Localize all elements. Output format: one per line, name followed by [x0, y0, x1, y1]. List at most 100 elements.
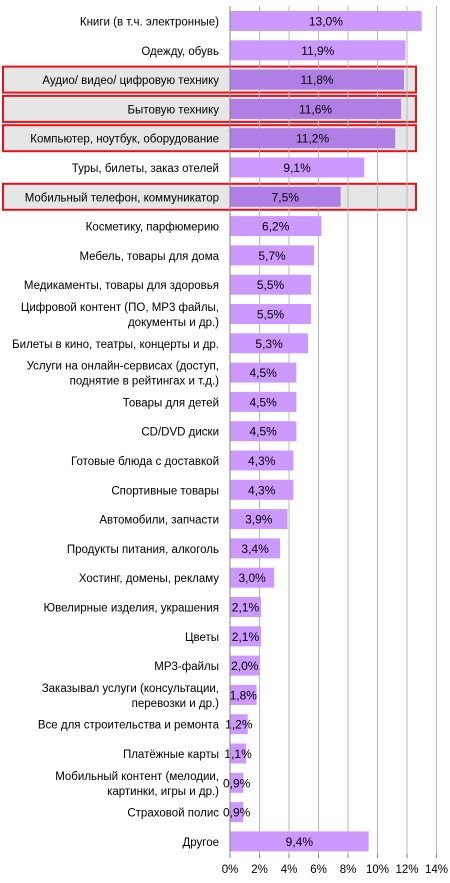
data-label: 13,0%	[309, 15, 343, 29]
category-label: Другое	[182, 837, 219, 849]
category-labels: Книги (в т.ч. электронные) Одежду, обувь А…	[12, 17, 219, 849]
bar	[230, 157, 365, 178]
data-label: 1,8%	[230, 688, 258, 702]
data-label: 11,8%	[300, 73, 333, 87]
data-label: 2,1%	[232, 601, 260, 615]
category-label: Медикаменты, товары для здоровья	[24, 280, 219, 292]
bar	[230, 391, 297, 412]
data-label: 1,2%	[225, 718, 253, 732]
data-label: 5,5%	[257, 278, 285, 292]
data-label: 3,0%	[238, 571, 266, 585]
category-label: Косметику, парфюмерию	[86, 222, 220, 234]
bar	[230, 333, 309, 354]
bar	[230, 98, 402, 119]
x-tick-label: 8%	[340, 864, 357, 876]
bar	[230, 274, 312, 295]
data-label: 5,3%	[255, 337, 283, 351]
category-label: Спортивные товары	[111, 485, 219, 497]
x-tick-label: 10%	[366, 864, 389, 876]
category-label: CD/DVD диски	[141, 427, 219, 439]
bar	[230, 40, 406, 61]
bar	[230, 626, 261, 647]
category-label: Товары для детей	[123, 397, 219, 409]
category-label: Туры, билеты, заказ отелей	[72, 163, 219, 175]
data-label: 7,5%	[272, 190, 300, 204]
data-label: 11,2%	[296, 132, 329, 146]
bar	[230, 69, 405, 90]
data-label: 3,4%	[241, 542, 269, 556]
bar	[230, 509, 288, 530]
bar	[230, 11, 422, 31]
category-label: Бытовую технику	[128, 104, 220, 116]
bar	[230, 421, 297, 442]
category-label: Страховой полис	[127, 808, 219, 820]
category-label: Мебель, товары для дома	[79, 251, 219, 263]
data-label: 5,5%	[257, 308, 285, 322]
category-label: MP3-файлы	[154, 661, 219, 673]
bar	[230, 245, 315, 266]
bar	[230, 714, 248, 735]
category-label: Цифровой контент (ПО, MP3 файлы, документ…	[21, 302, 219, 329]
data-label: 4,5%	[250, 366, 278, 380]
category-label: Мобильный контент (мелодии, картинки, игр…	[55, 771, 219, 798]
bar	[230, 479, 294, 500]
data-label: 4,5%	[250, 395, 278, 409]
data-label: 3,9%	[245, 513, 273, 527]
data-label: 4,3%	[248, 454, 276, 468]
x-tick-label: 14%	[425, 864, 448, 876]
category-label: Билеты в кино, театры, концерты и др.	[12, 339, 219, 351]
category-label: Услуги на онлайн-сервисах (доступ, поднят…	[27, 361, 220, 388]
category-label: Платёжные карты	[123, 749, 219, 761]
category-label: Одежду, обувь	[141, 46, 219, 58]
bar	[230, 831, 369, 852]
x-tick-label: 2%	[251, 864, 268, 876]
data-label: 11,6%	[299, 102, 332, 116]
x-tick-label: 0%	[222, 864, 239, 876]
category-label: Хостинг, домены, рекламу	[79, 573, 219, 585]
category-label: Продукты питания, алкоголь	[67, 544, 219, 556]
bar	[230, 597, 261, 617]
bar	[230, 743, 247, 764]
bar	[230, 362, 297, 383]
data-label: 9,4%	[286, 835, 314, 849]
bar	[230, 684, 257, 705]
category-label: Книги (в т.ч. электронные)	[80, 17, 219, 29]
category-label: Компьютер, ноутбук, оборудование	[30, 134, 219, 146]
bar	[230, 128, 396, 149]
category-label: Заказывал услуги (консультации, перевозки…	[42, 683, 219, 710]
category-label: Аудио/ видео/ цифровую технику	[42, 75, 219, 87]
bar	[230, 450, 294, 471]
bar	[230, 567, 275, 588]
data-label: 2,1%	[232, 630, 260, 644]
category-label: Ювелирные изделия, украшения	[44, 603, 219, 615]
data-label: 2,0%	[231, 659, 259, 673]
data-label: 1,1%	[224, 747, 252, 761]
bar	[230, 216, 322, 237]
category-label: Автомобили, запчасти	[99, 515, 219, 527]
bar	[230, 186, 341, 207]
data-labels: 13,0% 11,9% 11,8% 11,6% 11,2% 9,1% 7,5% 6,2% 5,7…	[223, 15, 343, 849]
data-label: 11,9%	[301, 44, 334, 58]
x-tick-label: 6%	[310, 864, 327, 876]
x-tick-label: 12%	[395, 864, 418, 876]
bar	[230, 772, 244, 793]
x-axis-ticks: 0% 2% 4% 6% 8% 10% 12% 14%	[222, 854, 448, 876]
data-label: 6,2%	[262, 220, 290, 234]
bar	[230, 304, 312, 324]
category-label: Готовые блюда с доставкой	[71, 456, 219, 468]
data-label: 4,5%	[250, 425, 278, 439]
bar	[230, 655, 260, 676]
data-label: 4,3%	[248, 483, 276, 497]
data-label: 5,7%	[258, 249, 286, 263]
bar	[230, 802, 244, 823]
bar	[230, 538, 281, 559]
data-label: 0,9%	[223, 776, 251, 790]
bars	[230, 11, 422, 852]
category-label: Цветы	[185, 632, 219, 644]
highlight-box	[2, 182, 417, 211]
data-label: 9,1%	[283, 161, 311, 175]
data-label: 0,9%	[223, 806, 251, 820]
x-tick-label: 4%	[281, 864, 298, 876]
category-label: Все для строительства и ремонта	[38, 720, 220, 732]
